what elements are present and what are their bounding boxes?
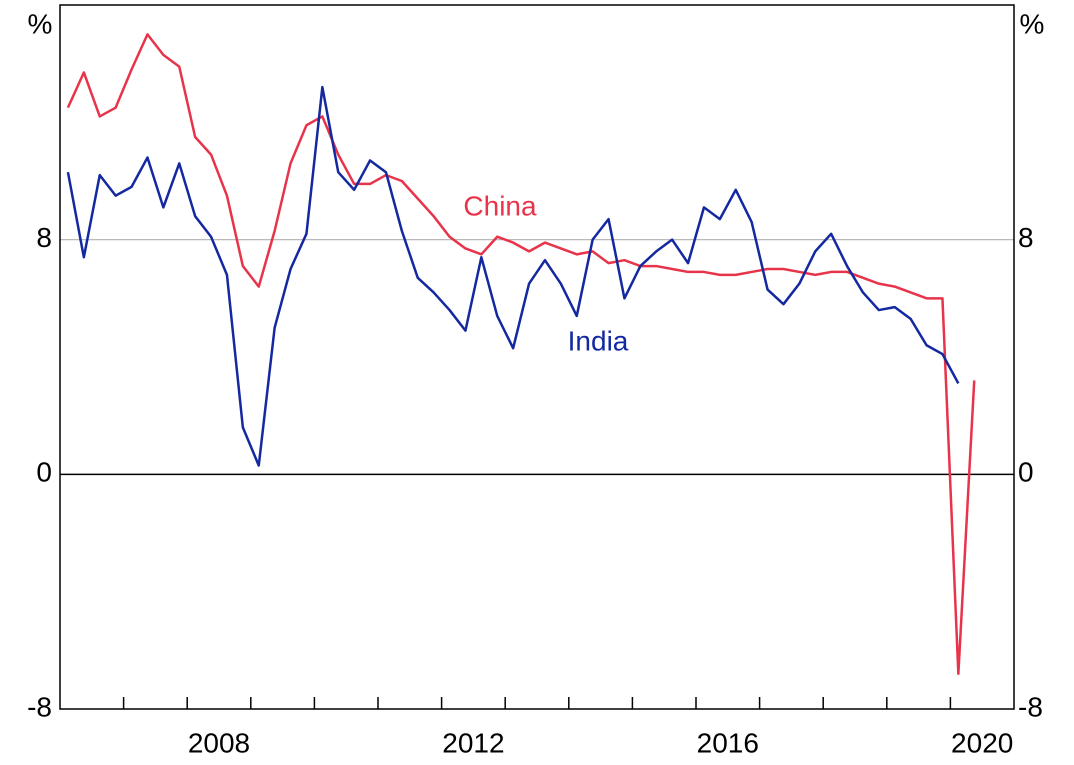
plot-frame <box>59 4 1015 710</box>
x-tick-label: 2016 <box>697 727 759 758</box>
series-label: India <box>568 325 629 356</box>
y-tick-label: 8 <box>36 222 52 253</box>
x-tick-label: 2008 <box>188 727 250 758</box>
series-line <box>66 85 960 467</box>
y-unit: % <box>28 8 53 39</box>
series-label: China <box>463 190 537 221</box>
y2-tick-label: -8 <box>1018 691 1043 722</box>
y2-tick-label: 8 <box>1018 222 1034 253</box>
y2-tick-label: 0 <box>1018 457 1034 488</box>
y-tick-label: -8 <box>27 691 52 722</box>
x-tick-label: 2020 <box>951 727 1013 758</box>
series-line <box>66 33 976 676</box>
y-tick-label: 0 <box>36 457 52 488</box>
y2-unit: % <box>1020 8 1045 39</box>
x-tick-label: 2012 <box>442 727 504 758</box>
